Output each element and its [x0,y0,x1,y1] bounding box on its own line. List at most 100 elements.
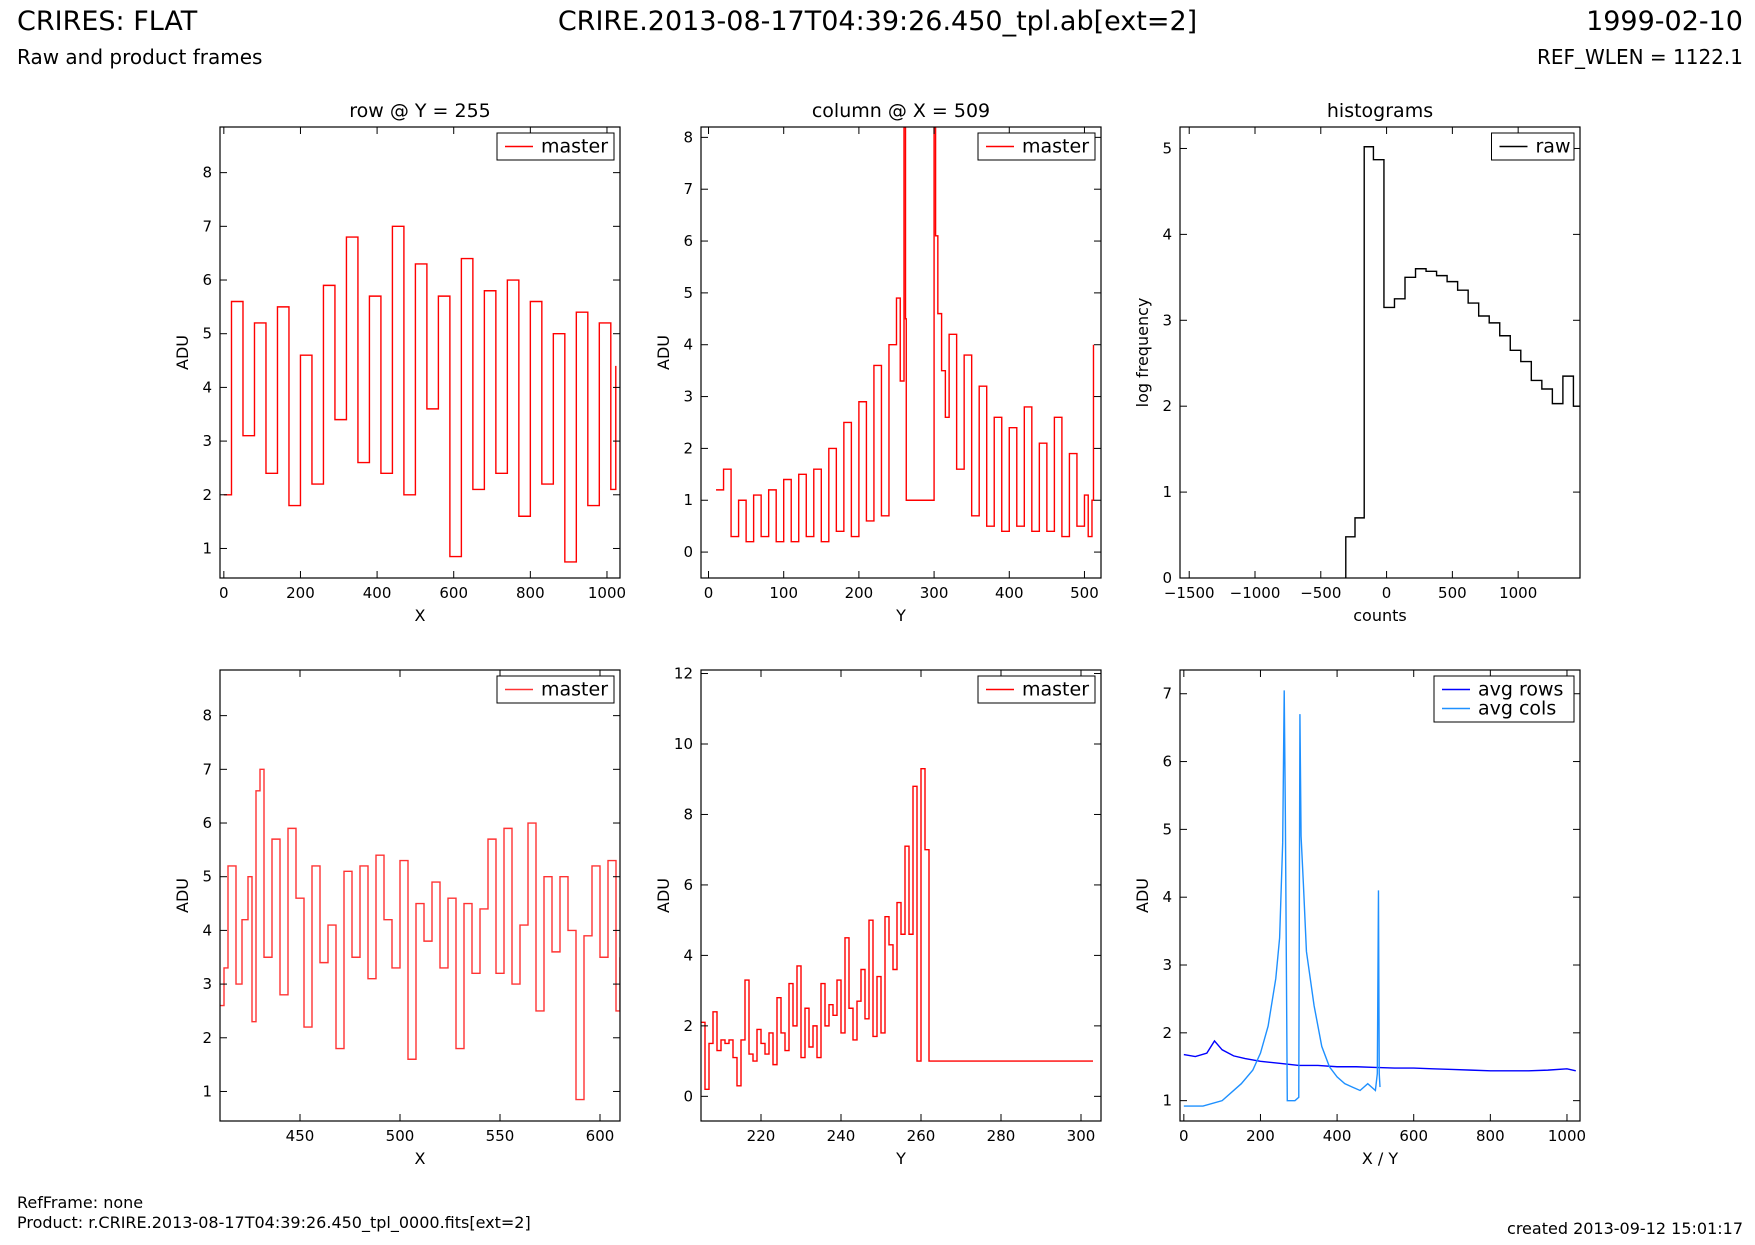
x-tick-label: 0 [219,584,229,602]
x-axis-label-p4: X [415,1149,426,1168]
y-tick-label: 2 [683,439,693,457]
y-tick-label: 6 [202,271,212,289]
legend-label-p6-0: avg rows [1478,679,1563,701]
y-axis-label-p2: ADU [654,335,673,370]
y-tick-label: 4 [202,378,212,396]
chart-p6: 0 200 400 600 800 1000 1 2 3 4 5 6 7 X / Y ADU avg rows… [1133,669,1586,1168]
x-tick-label: 600 [586,1127,615,1145]
y-tick-label: 5 [1162,139,1172,157]
y-tick-label: 8 [683,128,693,146]
y-tick-label: 1 [1162,483,1172,501]
y-tick-label: 5 [1162,820,1172,838]
chart-title-p3: histograms [1327,100,1433,122]
y-tick-label: 8 [683,805,693,823]
y-tick-label: 3 [1162,956,1172,974]
y-tick-label: 7 [202,217,212,235]
figure-title-left: CRIRES: FLAT [17,6,198,37]
x-tick-label: 500 [386,1127,415,1145]
x-tick-label: 0 [1179,1127,1189,1145]
plot-frame-p5 [700,669,1102,1122]
figure-subtitle-left: Raw and product frames [17,45,263,69]
y-tick-label: 0 [683,1087,693,1105]
plot-frame-p3 [1179,126,1581,579]
chart-title-p2: column @ X = 509 [812,100,990,122]
x-tick-label: 200 [286,584,315,602]
series-line-p5-0 [701,767,1093,1090]
x-tick-label: 280 [987,1127,1016,1145]
figure-title-center: CRIRE.2013-08-17T04:39:26.450_tpl.ab[ext… [557,6,1198,37]
chart-p5: 220 240 260 280 300 0 2 4 6 8 10 12 Y ADU master [654,665,1102,1168]
x-tick-label: 1000 [1548,1127,1586,1145]
legend-box-p6 [1433,675,1575,723]
y-tick-label: 2 [202,1029,212,1047]
x-axis-label-p2: Y [895,606,906,625]
y-tick-label: 12 [674,665,693,683]
x-tick-label: 600 [439,584,468,602]
y-axis-label-p1: ADU [173,335,192,370]
y-tick-label: 6 [1162,753,1172,771]
plot-frame-p6 [1179,669,1581,1122]
x-tick-label: 1000 [1499,584,1537,602]
legend-box-p3 [1491,132,1575,161]
y-tick-label: 4 [683,946,693,964]
x-tick-label: 600 [1399,1127,1428,1145]
y-tick-label: 8 [202,164,212,182]
y-tick-label: 1 [1162,1092,1172,1110]
y-tick-label: 1 [683,491,693,509]
y-tick-label: 2 [683,1017,693,1035]
x-tick-label: 450 [286,1127,315,1145]
footer-refframe: RefFrame: none [17,1193,144,1212]
y-tick-label: 10 [674,735,693,753]
x-tick-label: 200 [1246,1127,1275,1145]
series-line-p1-0 [223,225,617,563]
y-tick-label: 4 [202,921,212,939]
x-tick-label: 260 [907,1127,936,1145]
x-tick-label: 800 [516,584,545,602]
x-tick-label: 300 [1067,1127,1096,1145]
series-line-p4-0 [220,768,620,1101]
plot-frame-p1 [219,126,621,579]
y-tick-label: 3 [202,432,212,450]
y-tick-label: 5 [202,868,212,886]
x-tick-label: −1500 [1164,584,1215,602]
x-tick-label: 220 [747,1127,776,1145]
series-line-p2-0 [716,127,1095,543]
x-axis-label-p6: X / Y [1362,1149,1399,1168]
y-axis-label-p4: ADU [173,878,192,913]
x-tick-label: 550 [486,1127,515,1145]
y-tick-label: 4 [683,336,693,354]
series-line-p6-0 [1183,1039,1576,1072]
y-tick-label: 6 [202,814,212,832]
y-tick-label: 6 [683,232,693,250]
series-line-p3-0 [1345,146,1580,578]
x-tick-label: 0 [704,584,714,602]
y-tick-label: 7 [1162,685,1172,703]
y-axis-label-p6: ADU [1133,878,1152,913]
y-tick-label: 3 [202,975,212,993]
x-tick-label: 400 [995,584,1024,602]
x-tick-label: 1000 [588,584,626,602]
x-tick-label: 400 [363,584,392,602]
y-tick-label: 2 [1162,397,1172,415]
chart-title-p1: row @ Y = 255 [349,100,491,122]
legend-box-p2 [977,132,1096,161]
y-tick-label: 7 [683,180,693,198]
y-tick-label: 4 [1162,225,1172,243]
x-tick-label: 0 [1382,584,1392,602]
y-tick-label: 7 [202,760,212,778]
figure-subtitle-right: REF_WLEN = 1122.1 [1536,45,1743,69]
chart-p2: 0 100 200 300 400 500 0 1 2 3 4 5 6 7 8 column @ X = 50… [654,100,1102,625]
legend-label-p5-0: master [1022,679,1089,701]
series-line-p6-1 [1183,690,1381,1107]
y-tick-label: 0 [683,543,693,561]
x-axis-label-p3: counts [1353,606,1406,625]
y-tick-label: 8 [202,707,212,725]
y-tick-label: 4 [1162,888,1172,906]
x-tick-label: 300 [920,584,949,602]
y-tick-label: 3 [1162,311,1172,329]
y-axis-label-p5: ADU [654,878,673,913]
legend-label-p4-0: master [541,679,608,701]
x-tick-label: 200 [845,584,874,602]
y-tick-label: 5 [202,325,212,343]
legend-label-p3-0: raw [1536,136,1571,158]
